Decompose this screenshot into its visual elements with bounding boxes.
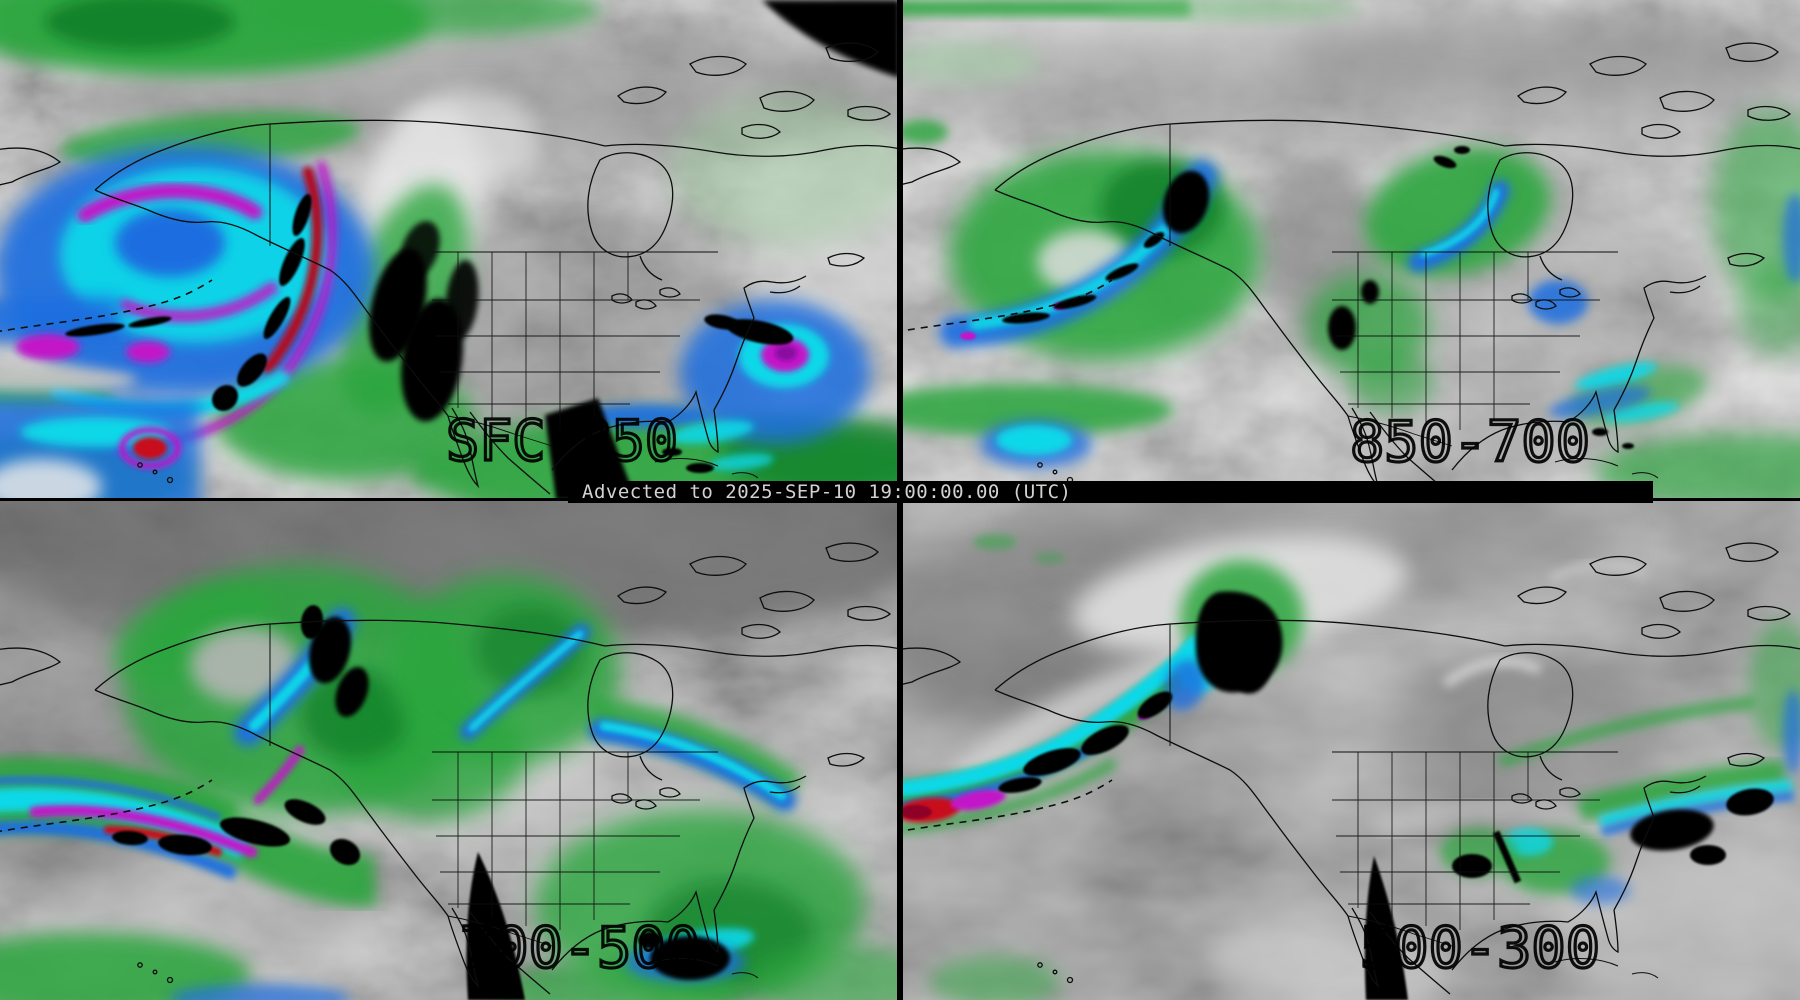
layer-label-850-700: 850-700 [1350,410,1590,475]
moisture-field-500-300 [900,500,1800,1000]
timestamp-banner: Advected to 2025-SEP-10 19:00:00.00 (UTC… [568,481,1653,503]
panel-850-700: 850-700 [900,0,1800,500]
satellite-map-500-300: 500-300 [900,500,1800,1000]
satellite-map-700-500: 700-500 [0,500,900,1000]
satellite-map-850-700: 850-700 [900,0,1800,500]
layer-label-700-500: 700-500 [460,916,700,981]
panel-sfc-850: SFC-850 [0,0,900,500]
satellite-map-sfc-850: SFC-850 [0,0,900,500]
layer-label-500-300: 500-300 [1360,916,1600,981]
timestamp-text: Advected to 2025-SEP-10 19:00:00.00 (UTC… [582,481,1072,503]
panel-500-300: 500-300 [900,500,1800,1000]
panel-700-500: 700-500 [0,500,900,1000]
layer-label-sfc-850: SFC-850 [446,409,678,474]
moisture-field-700-500 [0,500,900,1000]
